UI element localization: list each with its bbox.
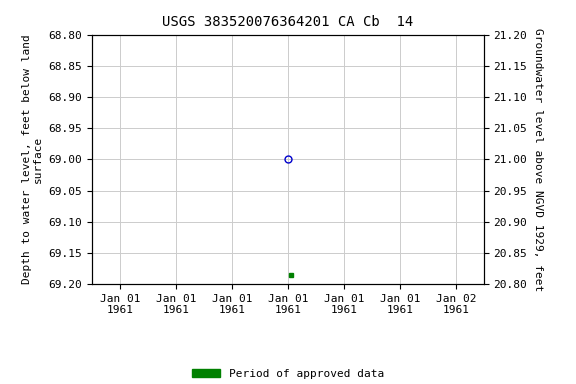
Y-axis label: Depth to water level, feet below land
surface: Depth to water level, feet below land su… (21, 35, 43, 284)
Y-axis label: Groundwater level above NGVD 1929, feet: Groundwater level above NGVD 1929, feet (533, 28, 543, 291)
Title: USGS 383520076364201 CA Cb  14: USGS 383520076364201 CA Cb 14 (162, 15, 414, 29)
Legend: Period of approved data: Period of approved data (188, 364, 388, 384)
